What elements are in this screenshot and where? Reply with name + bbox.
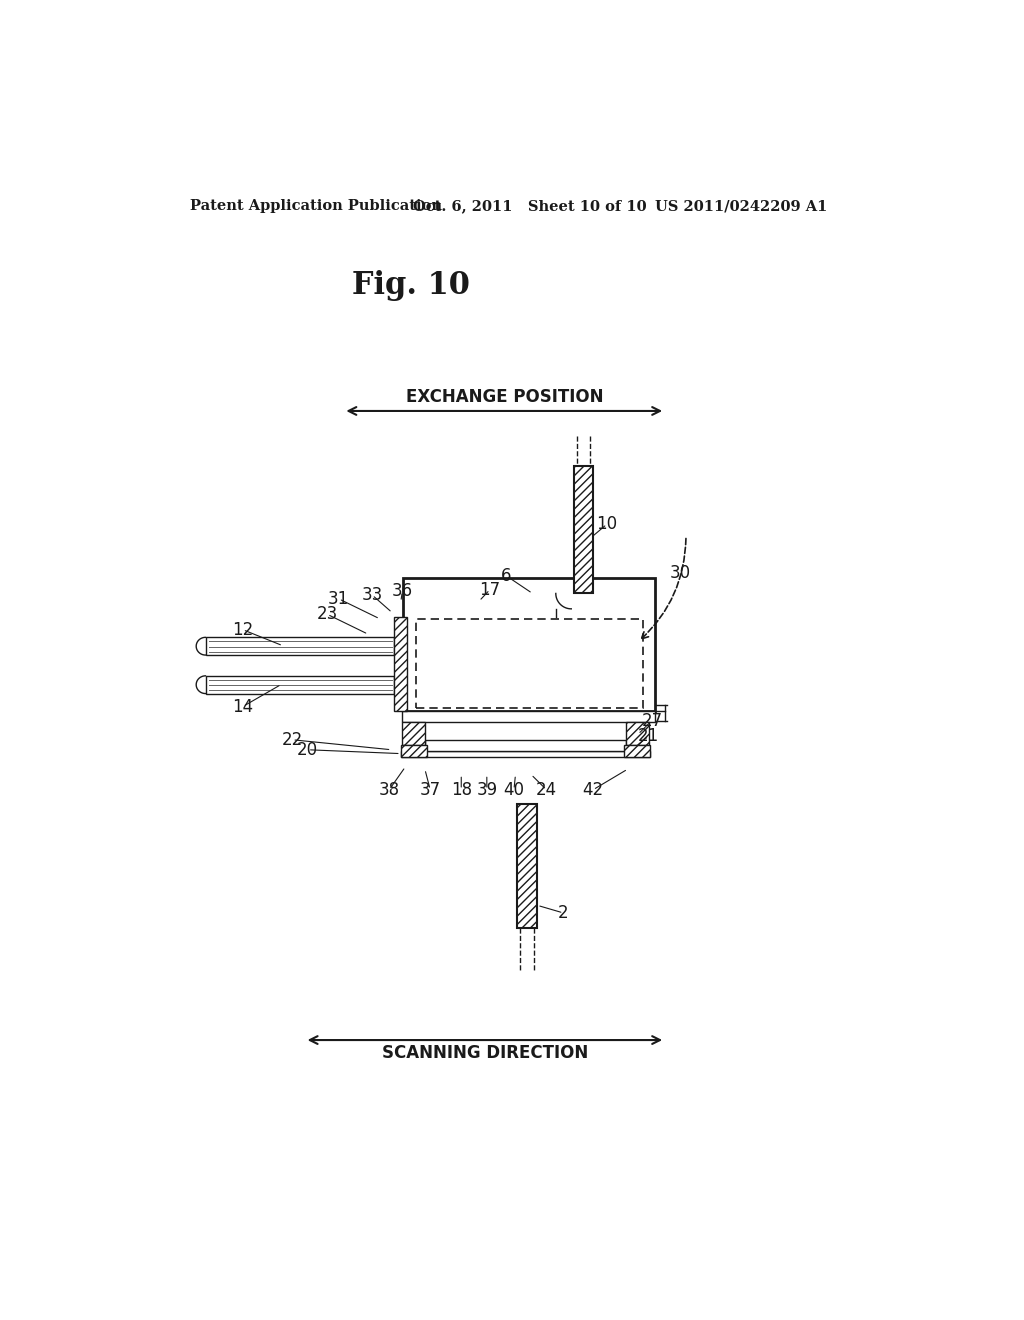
Bar [403,578,655,711]
Text: 17: 17 [479,581,501,598]
FancyArrowPatch shape [641,539,686,639]
Text: 18: 18 [451,781,472,799]
Text: 40: 40 [504,781,524,799]
Text: 21: 21 [638,727,659,744]
Text: 6: 6 [501,566,511,585]
Text: SCANNING DIRECTION: SCANNING DIRECTION [382,1044,588,1063]
Bar [402,711,655,722]
Text: 39: 39 [476,781,498,799]
Text: 42: 42 [583,781,603,799]
Bar [400,751,650,758]
Bar [417,619,643,708]
Text: 37: 37 [420,781,440,799]
Text: US 2011/0242209 A1: US 2011/0242209 A1 [655,199,827,213]
Bar [206,676,394,693]
Text: 14: 14 [232,698,253,715]
Text: 33: 33 [361,586,383,605]
Text: 12: 12 [232,620,253,639]
Text: 31: 31 [328,590,349,607]
Text: 30: 30 [670,564,690,582]
Text: Patent Application Publication: Patent Application Publication [190,199,442,213]
Bar [517,804,538,928]
Bar [425,739,627,751]
Text: Oct. 6, 2011   Sheet 10 of 10: Oct. 6, 2011 Sheet 10 of 10 [414,199,647,213]
Bar [627,722,649,744]
Text: 23: 23 [316,606,338,623]
Text: 2: 2 [558,904,569,921]
Text: Fig. 10: Fig. 10 [352,271,470,301]
Text: 38: 38 [379,781,399,799]
Bar [573,466,593,594]
Text: EXCHANGE POSITION: EXCHANGE POSITION [406,388,603,407]
Text: 10: 10 [596,515,617,533]
Bar [402,722,425,744]
Bar [394,616,407,711]
Text: 22: 22 [282,731,303,748]
Text: 27: 27 [641,711,663,730]
Bar [400,744,427,758]
Text: 24: 24 [536,781,557,799]
Text: 20: 20 [297,741,318,759]
Text: 36: 36 [392,582,413,601]
Bar [206,638,394,655]
Bar [624,744,650,758]
